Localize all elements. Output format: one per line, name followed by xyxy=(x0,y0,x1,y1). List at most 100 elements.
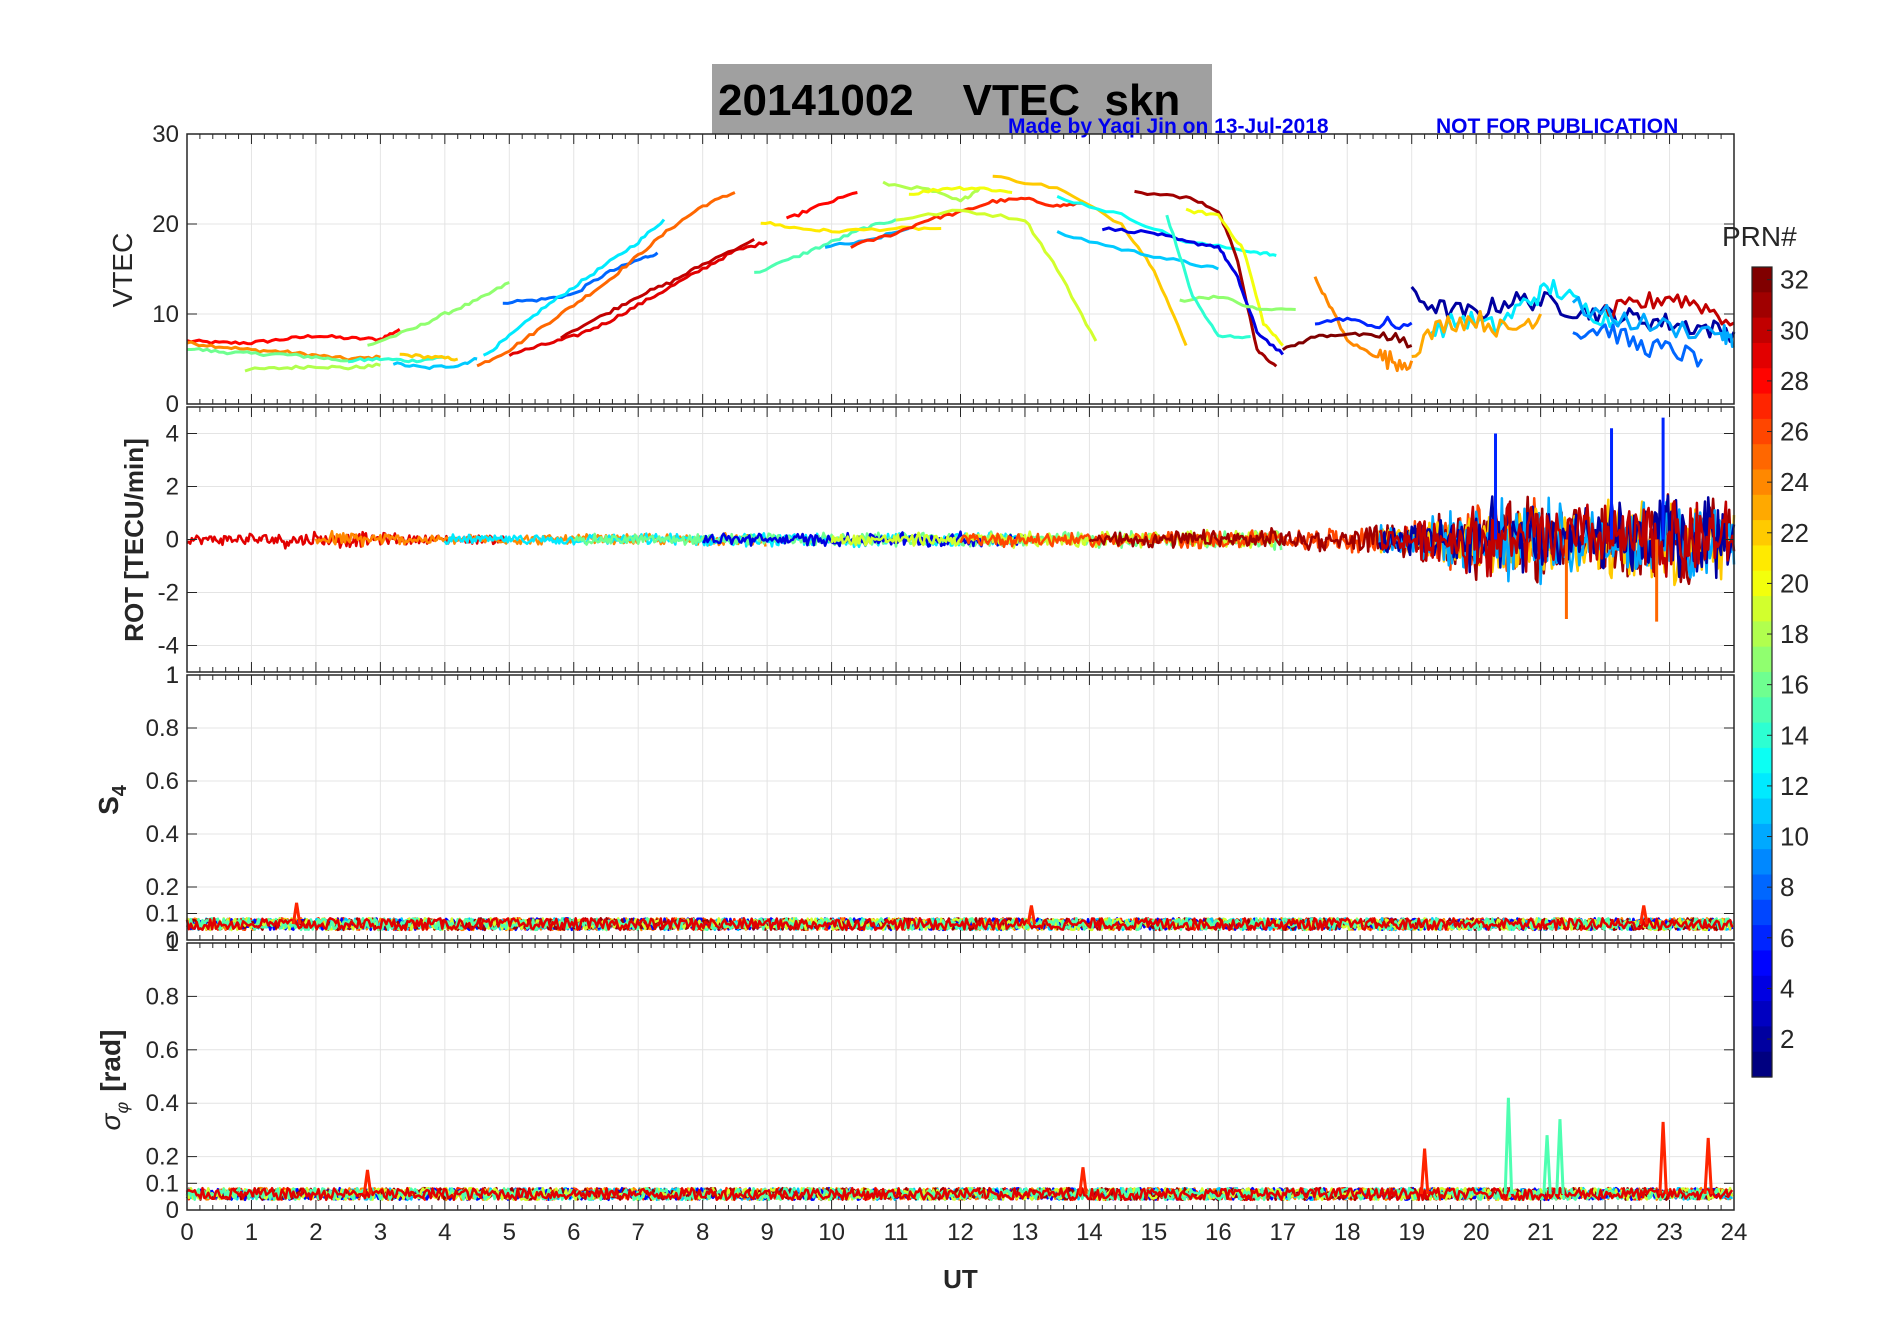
series-line xyxy=(895,208,1098,342)
colorbar-segment xyxy=(1752,596,1772,622)
y-axis-label: ROT [TECU/min] xyxy=(119,438,149,642)
x-axis: 0 1 2 3 4 5 6 7 8 9 10 11 12 13 14 15 16 17 18 19 20 21 22 23 24… xyxy=(180,1219,1747,1294)
scint-peak xyxy=(1503,1097,1514,1195)
panel-vtec: 0 10 20 30 VTEC xyxy=(107,121,1736,418)
series-line xyxy=(1179,294,1296,312)
y-tick-label: 1 xyxy=(166,930,179,957)
series-line xyxy=(1411,309,1542,358)
colorbar-segment xyxy=(1752,267,1772,293)
x-tick-label: 2 xyxy=(309,1219,322,1246)
y-tick-label: 0.4 xyxy=(146,1090,179,1117)
credit-notice: NOT FOR PUBLICATION xyxy=(1436,115,1679,138)
x-tick-label: 6 xyxy=(567,1219,580,1246)
colorbar-label: PRN# xyxy=(1722,221,1797,252)
y-tick-label: 0 xyxy=(166,927,179,954)
series-line xyxy=(1378,498,1736,579)
colorbar-tick-label: 2 xyxy=(1780,1024,1794,1054)
series-line xyxy=(1571,296,1735,348)
colorbar-segment xyxy=(1752,342,1772,369)
colorbar-segment xyxy=(1752,494,1772,521)
y-tick-label: -4 xyxy=(158,633,179,660)
x-tick-label: 15 xyxy=(1141,1219,1168,1246)
series-line xyxy=(476,191,736,368)
colorbar-segment xyxy=(1752,520,1772,547)
x-tick-label: 22 xyxy=(1592,1219,1619,1246)
scint-peak xyxy=(362,1169,373,1195)
y-axis-label: S4 xyxy=(93,784,131,815)
x-tick-label: 20 xyxy=(1463,1219,1490,1246)
colorbar-tick-label: 20 xyxy=(1780,568,1809,598)
scint-peak xyxy=(1555,1119,1565,1195)
x-tick-label: 19 xyxy=(1398,1219,1425,1246)
colorbar-tick-label: 28 xyxy=(1780,366,1809,396)
colorbar-segment xyxy=(1752,950,1772,977)
colorbar-tick-label: 10 xyxy=(1780,822,1809,852)
x-tick-label: 12 xyxy=(947,1219,974,1246)
colorbar-segment xyxy=(1752,1051,1772,1078)
y-tick-label: 4 xyxy=(166,421,179,448)
y-tick-label: 0 xyxy=(166,1197,179,1224)
x-tick-label: 18 xyxy=(1334,1219,1361,1246)
title-box xyxy=(712,64,1212,134)
series-line xyxy=(1134,189,1278,368)
colorbar-segment xyxy=(1752,849,1772,876)
colorbar-tick-label: 18 xyxy=(1780,619,1809,649)
y-tick-label: 0.6 xyxy=(146,768,179,795)
colorbar-tick-label: 14 xyxy=(1780,720,1809,750)
colorbar-segment xyxy=(1752,899,1772,926)
colorbar-segment xyxy=(1752,444,1772,471)
y-tick-label: 0 xyxy=(166,527,179,554)
y-tick-label: 0.1 xyxy=(146,901,179,928)
series-line xyxy=(186,328,401,346)
series-line xyxy=(186,1186,1734,1202)
x-tick-label: 16 xyxy=(1205,1219,1232,1246)
y-tick-label: 0.2 xyxy=(146,1144,179,1171)
scint-peak xyxy=(1419,1148,1430,1195)
colorbar-segment xyxy=(1752,773,1772,800)
series-line xyxy=(992,174,1188,347)
title-station: skn xyxy=(1104,76,1181,125)
series-line xyxy=(244,362,381,373)
y-tick-label: 0 xyxy=(166,391,179,418)
colorbar-tick-label: 30 xyxy=(1780,315,1809,345)
y-tick-label: 2 xyxy=(166,474,179,501)
series-line xyxy=(1603,291,1735,327)
colorbar-frame xyxy=(1751,266,1773,1078)
colorbar-segment xyxy=(1752,1026,1772,1053)
y-tick-label: -2 xyxy=(158,580,179,607)
series-line xyxy=(1314,315,1413,331)
series-line xyxy=(482,218,666,357)
x-tick-label: 14 xyxy=(1076,1219,1103,1246)
series-line xyxy=(1185,207,1284,347)
x-tick-label: 1 xyxy=(245,1219,258,1246)
colorbar-segment xyxy=(1752,697,1772,724)
colorbar-segment xyxy=(1752,621,1772,648)
series-line xyxy=(392,357,478,371)
page-title: 20141002 VTEC skn xyxy=(718,76,1180,126)
series-line xyxy=(186,340,381,362)
scint-peak xyxy=(1703,1137,1713,1195)
panel-rot: -4 -2 0 2 4 ROT [TECU/min] xyxy=(119,406,1736,673)
y-tick-label: 1 xyxy=(166,662,179,689)
colorbar-segment xyxy=(1752,418,1772,445)
credit-author: Made by Yaqi Jin on 13-Jul-2018 xyxy=(1008,115,1329,138)
x-tick-label: 4 xyxy=(438,1219,451,1246)
colorbar-tick-label: 22 xyxy=(1780,518,1809,548)
panel-s4: 00.10.2 0.4 0.6 0.8 1 1 S4 xyxy=(93,662,1735,954)
colorbar-segment xyxy=(1752,570,1772,597)
x-axis-label: UT xyxy=(943,1264,978,1294)
colorbar-tick-label: 4 xyxy=(1780,973,1794,1003)
x-tick-label: 10 xyxy=(818,1219,845,1246)
series-line xyxy=(1281,331,1413,351)
series-line xyxy=(347,355,445,364)
colorbar-tick-label: 16 xyxy=(1780,670,1809,700)
series-line xyxy=(785,191,858,220)
series-line xyxy=(185,917,1734,932)
series-line xyxy=(1056,230,1219,271)
series-line xyxy=(850,196,1083,249)
series-line xyxy=(508,240,768,357)
series-line xyxy=(187,347,349,363)
colorbar-tick-label: 26 xyxy=(1780,417,1809,447)
